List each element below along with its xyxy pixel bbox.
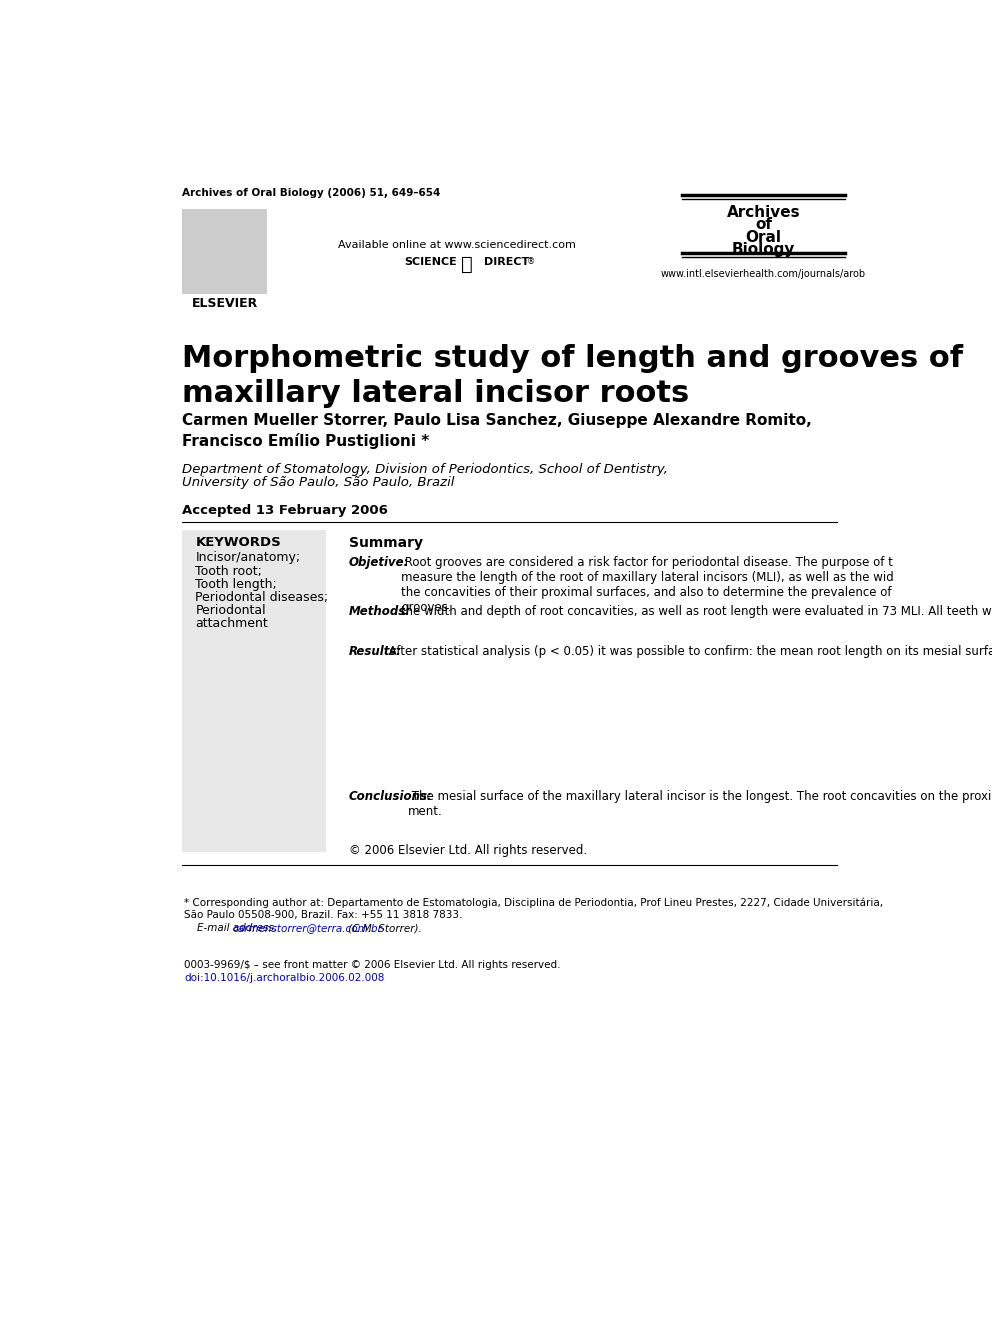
- Text: www.intl.elsevierhealth.com/journals/arob: www.intl.elsevierhealth.com/journals/aro…: [661, 269, 866, 279]
- Text: Incisor/anatomy;: Incisor/anatomy;: [195, 552, 301, 565]
- Text: Periodontal diseases;: Periodontal diseases;: [195, 591, 328, 603]
- Text: Results:: Results:: [349, 646, 402, 659]
- Text: Objetive:: Objetive:: [349, 556, 409, 569]
- Text: After statistical analysis (p < 0.05) it was possible to confirm: the mean root : After statistical analysis (p < 0.05) it…: [385, 646, 992, 659]
- Text: Department of Stomatology, Division of Periodontics, School of Dentistry,: Department of Stomatology, Division of P…: [183, 463, 669, 476]
- FancyBboxPatch shape: [183, 531, 325, 852]
- Text: E-mail address:: E-mail address:: [185, 923, 281, 933]
- Text: Root grooves are considered a risk factor for periodontal disease. The purpose o: Root grooves are considered a risk facto…: [402, 556, 989, 614]
- Text: DIRECT: DIRECT: [484, 257, 530, 267]
- Text: Archives: Archives: [726, 205, 801, 220]
- Text: Periodontal: Periodontal: [195, 603, 266, 617]
- Text: Conclusions:: Conclusions:: [349, 790, 433, 803]
- Text: © 2006 Elsevier Ltd. All rights reserved.: © 2006 Elsevier Ltd. All rights reserved…: [349, 844, 587, 857]
- Text: of: of: [755, 217, 772, 233]
- Text: Biology: Biology: [732, 242, 795, 257]
- Text: Morphometric study of length and grooves of
maxillary lateral incisor roots: Morphometric study of length and grooves…: [183, 344, 963, 409]
- Text: Archives of Oral Biology (2006) 51, 649–654: Archives of Oral Biology (2006) 51, 649–…: [183, 188, 440, 198]
- Text: ELSEVIER: ELSEVIER: [191, 298, 258, 311]
- Text: * Corresponding author at: Departamento de Estomatologia, Disciplina de Periodon: * Corresponding author at: Departamento …: [185, 898, 884, 919]
- Text: attachment: attachment: [195, 617, 268, 630]
- FancyBboxPatch shape: [183, 209, 268, 294]
- Text: the width and depth of root concavities, as well as root length were evaluated i: the width and depth of root concavities,…: [397, 606, 992, 618]
- Text: Oral: Oral: [745, 230, 782, 245]
- Text: Tooth root;: Tooth root;: [195, 565, 262, 578]
- Text: KEYWORDS: KEYWORDS: [195, 536, 281, 549]
- Text: SCIENCE: SCIENCE: [405, 257, 457, 267]
- Text: Summary: Summary: [349, 536, 423, 550]
- Text: 0003-9969/$ – see front matter © 2006 Elsevier Ltd. All rights reserved.: 0003-9969/$ – see front matter © 2006 El…: [185, 959, 560, 970]
- Text: Methods:: Methods:: [349, 606, 411, 618]
- Text: Accepted 13 February 2006: Accepted 13 February 2006: [183, 504, 388, 517]
- Text: Carmen Mueller Storrer, Paulo Lisa Sanchez, Giuseppe Alexandre Romito,
Francisco: Carmen Mueller Storrer, Paulo Lisa Sanch…: [183, 413, 811, 448]
- Text: doi:10.1016/j.archoralbio.2006.02.008: doi:10.1016/j.archoralbio.2006.02.008: [185, 972, 385, 983]
- Text: Available online at www.sciencedirect.com: Available online at www.sciencedirect.co…: [338, 239, 576, 250]
- Text: The mesial surface of the maxillary lateral incisor is the longest. The root con: The mesial surface of the maxillary late…: [408, 790, 992, 818]
- Text: carmenstorrer@terra.com.br: carmenstorrer@terra.com.br: [232, 923, 382, 933]
- Text: (C.M. Storrer).: (C.M. Storrer).: [345, 923, 422, 933]
- Text: University of São Paulo, São Paulo, Brazil: University of São Paulo, São Paulo, Braz…: [183, 476, 454, 490]
- Text: Tooth length;: Tooth length;: [195, 578, 277, 590]
- Text: ®: ®: [527, 257, 536, 266]
- Text: ⓐ: ⓐ: [461, 255, 473, 274]
